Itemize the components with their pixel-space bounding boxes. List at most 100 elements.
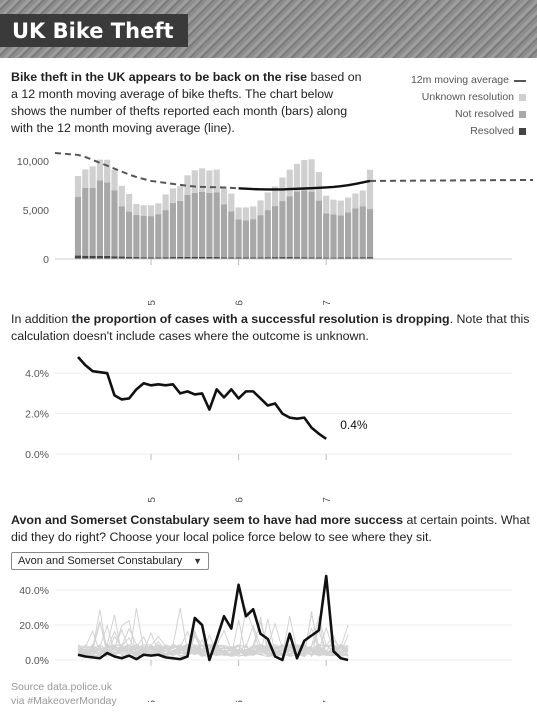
bar-segment (82, 169, 89, 189)
bar-segment (74, 196, 82, 256)
x-tick-label: Jan-16 (234, 700, 246, 702)
x-tick-label: Jan-15 (146, 300, 158, 305)
bar-segment (220, 186, 228, 205)
para3-suffix: at certain points. What did they do righ… (11, 513, 530, 544)
bar-segment (235, 207, 242, 220)
bar-segment (213, 169, 220, 193)
legend-item: 12m moving average (411, 72, 526, 89)
para2-prefix: In addition (11, 312, 72, 326)
bar-segment (213, 192, 220, 258)
x-tick-label: Jan-16 (234, 497, 246, 502)
dash-swatch-icon (514, 79, 526, 82)
legend-label: Not resolved (455, 108, 514, 120)
para2-bold: the proportion of cases with a successfu… (71, 312, 450, 326)
y-tick-label: 0.0% (25, 655, 49, 667)
bar-segment (96, 255, 103, 259)
resolution-line (77, 356, 327, 440)
y-tick-label: 0 (43, 254, 49, 266)
bar-segment (301, 190, 308, 258)
bar-segment (206, 193, 213, 257)
end-value-label: 0.4% (340, 418, 368, 432)
bar-segment (89, 255, 96, 259)
bar-segment (118, 206, 125, 257)
bar-segment (155, 257, 162, 259)
bar-segment (82, 188, 89, 256)
bar-segment (104, 159, 111, 183)
bar-segment (264, 192, 271, 211)
other-force-line (77, 624, 349, 658)
bar-segment (330, 199, 337, 215)
bar-segment (264, 257, 271, 259)
bar-segment (345, 257, 352, 259)
bar-segment (206, 256, 213, 259)
bar-segment (104, 182, 111, 256)
legend-item: Unknown resolution (411, 89, 526, 106)
bar-segment (279, 257, 286, 259)
bar-segment (162, 194, 169, 211)
y-tick-label: 5,000 (23, 205, 49, 217)
bar-segment (147, 205, 155, 217)
swatch-icon (519, 111, 526, 118)
bar-segment (133, 204, 140, 215)
legend-item: Resolved (411, 123, 526, 140)
bar-segment (111, 169, 118, 191)
bar-segment (272, 257, 279, 259)
police-force-dropdown[interactable]: Avon and Somerset Constabulary ▼ (11, 552, 209, 570)
bar-segment (162, 210, 169, 258)
moving-average-line (238, 179, 371, 191)
bar-segment (228, 257, 235, 259)
bar-segment (250, 219, 257, 258)
legend: 12m moving average Unknown resolution No… (411, 72, 526, 140)
bar-segment (177, 186, 184, 201)
bar-segment (301, 160, 308, 191)
bar-segment (228, 193, 235, 212)
x-tick-label: Jan-17 (321, 300, 333, 305)
resolution-line-chart: 4.0% 2.0% 0.0% 0.4% Jan-15 Jan-16 Jan-17 (25, 356, 512, 502)
bar-segment (250, 206, 257, 220)
force-comparison-chart: 40.0% 20.0% 0.0% Jan-15 Jan-16 Jan-17 (19, 574, 512, 702)
bar-segment (126, 256, 133, 259)
bar-segment (191, 256, 198, 259)
bar-segment (345, 212, 352, 258)
bar-segment (228, 211, 235, 258)
bar-segment (126, 211, 133, 257)
legend-label: Unknown resolution (421, 91, 514, 103)
bar-segment (359, 257, 366, 259)
bar-segment (286, 196, 293, 258)
bar-segment (293, 191, 301, 258)
bar-segment (184, 194, 191, 257)
bar-segment (323, 257, 330, 259)
swatch-icon (519, 94, 526, 101)
intro-text: Bike theft in the UK appears to be back … (11, 69, 366, 137)
bar-segment (366, 209, 374, 258)
bar-segment (323, 213, 330, 258)
bar-segment (162, 257, 169, 259)
x-tick-label: Jan-17 (321, 497, 333, 502)
intro-rest: based on a 12 month moving average of bi… (11, 70, 362, 135)
bar-segment (89, 188, 96, 256)
bar-segment (337, 257, 344, 259)
bar-segment (111, 256, 118, 259)
bar-segment (220, 204, 228, 258)
bar-segment (126, 193, 133, 212)
bar-segment (169, 188, 176, 204)
legend-label: 12m moving average (410, 74, 509, 86)
bar-segment (118, 256, 125, 259)
bar-segment (89, 166, 96, 189)
bar-segment (199, 168, 206, 192)
y-tick-label: 0.0% (25, 449, 49, 461)
y-tick-label: 40.0% (19, 585, 49, 597)
x-tick-label: Jan-16 (234, 300, 246, 305)
bar-segment (155, 203, 162, 215)
bar-segment (140, 257, 147, 259)
avon-text: Avon and Somerset Constabulary seem to h… (11, 512, 531, 546)
bar-segment (140, 205, 147, 216)
bar-segment (272, 206, 279, 258)
bar-segment (191, 170, 198, 193)
bar-segment (133, 214, 140, 258)
para2-suffix: . Note that this calculation doesn't inc… (11, 312, 530, 343)
bar-segment (74, 176, 82, 197)
bar-segment (323, 195, 330, 214)
bar-segment (272, 186, 279, 207)
bar-segment (308, 159, 315, 192)
